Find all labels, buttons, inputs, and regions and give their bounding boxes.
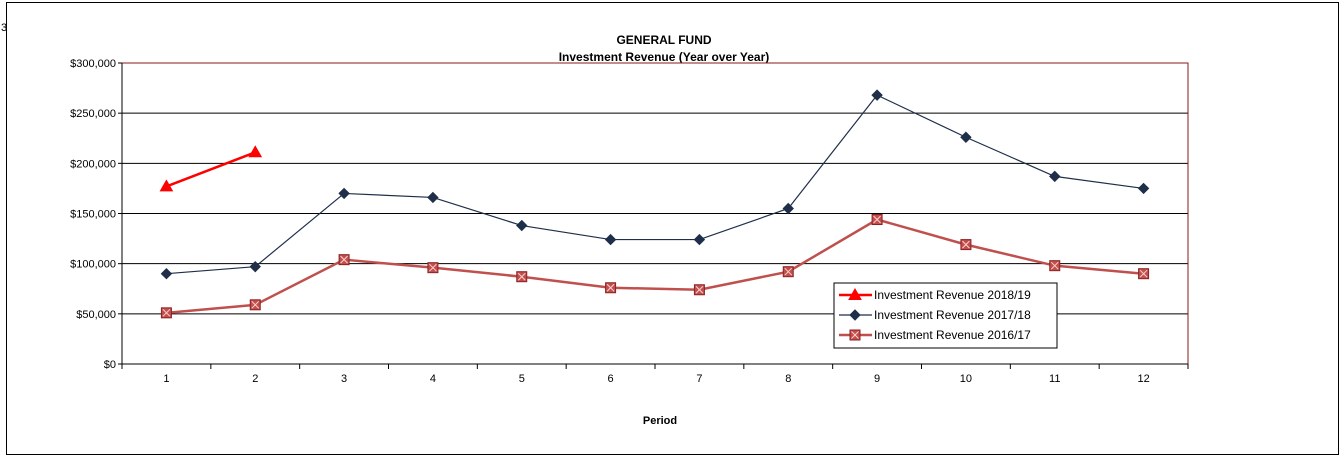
marker-x-stroke: [851, 331, 859, 339]
legend-label: Investment Revenue 2018/19: [874, 288, 1031, 302]
data-point: [871, 89, 883, 101]
chart-title: GENERAL FUND: [616, 33, 711, 47]
data-point: [604, 233, 617, 246]
corner-mark: 3: [1, 22, 8, 34]
series-layer: [159, 89, 1150, 319]
x-tick-label: 11: [1049, 373, 1060, 385]
data-point: [516, 271, 528, 283]
data-point: [848, 287, 862, 300]
marker-x-stroke: [429, 263, 437, 272]
marker-x-stroke: [606, 283, 615, 292]
data-point: [871, 214, 883, 226]
data-point: [249, 260, 261, 273]
x-tick-label: 5: [519, 373, 525, 385]
series-201718: [160, 89, 1150, 280]
data-point: [1049, 170, 1061, 183]
data-point: [605, 282, 617, 294]
marker-x-stroke: [1139, 269, 1148, 278]
marker-x-stroke: [962, 240, 970, 249]
data-point: [693, 233, 706, 246]
legend-item: Investment Revenue 2016/17: [839, 328, 1031, 342]
marker-x-stroke: [517, 272, 526, 281]
data-point: [248, 145, 263, 158]
legend-item: Investment Revenue 2018/19: [839, 287, 1031, 302]
data-point: [516, 219, 528, 232]
data-point: [160, 307, 172, 319]
marker-x-stroke: [873, 215, 881, 224]
y-tick-label: $150,000: [70, 209, 116, 221]
data-point: [338, 187, 350, 200]
data-point: [960, 239, 972, 251]
x-tick-label: 3: [341, 373, 347, 385]
y-tick-label: $0: [104, 359, 116, 371]
y-tick-label: $250,000: [70, 108, 116, 120]
y-tick-label: $50,000: [76, 309, 116, 321]
x-tick-label: 1: [163, 373, 169, 385]
data-point: [338, 254, 350, 266]
x-axis-label: Period: [643, 415, 677, 427]
data-point: [960, 131, 972, 143]
series-line: [166, 218, 1144, 315]
y-tick-label: $300,000: [70, 58, 116, 70]
marker-x-stroke: [695, 285, 704, 294]
x-tick-label: 2: [252, 373, 258, 385]
data-point: [1137, 182, 1150, 195]
legend-item: Investment Revenue 2017/18: [839, 308, 1031, 322]
x-tick-label: 7: [696, 373, 702, 385]
data-point: [1138, 268, 1150, 280]
x-tick-label: 4: [430, 373, 436, 385]
data-point: [249, 299, 261, 311]
data-point: [782, 266, 794, 278]
data-point: [159, 179, 174, 192]
marker-x-stroke: [162, 308, 171, 317]
legend: Investment Revenue 2018/19 Investment Rev…: [833, 282, 1058, 349]
x-tick-label: 12: [1137, 373, 1149, 385]
series-201819: [159, 145, 263, 192]
data-point: [1049, 260, 1061, 272]
data-point: [782, 202, 794, 215]
legend-label: Investment Revenue 2017/18: [874, 308, 1031, 322]
data-point: [849, 309, 861, 321]
gridlines: [122, 62, 1188, 315]
x-tick-label: 8: [785, 373, 791, 385]
marker-x-stroke: [251, 300, 260, 309]
data-point: [427, 262, 439, 274]
legend-label: Investment Revenue 2016/17: [874, 328, 1031, 342]
y-tick-label: $100,000: [70, 259, 116, 271]
marker-x-stroke: [784, 267, 793, 276]
data-point: [693, 284, 705, 296]
data-point: [160, 267, 173, 280]
chart-frame: [6, 2, 1339, 455]
series-line: [165, 151, 256, 188]
series-line: [166, 94, 1144, 275]
x-tick-label: 10: [960, 373, 972, 385]
x-tick-label: 6: [608, 373, 614, 385]
x-tick-label: 9: [874, 373, 880, 385]
axes: $0 $50,000 $100,000 $150,000 $200,000 $250,00…: [70, 58, 1189, 385]
y-tick-label: $200,000: [70, 158, 116, 170]
marker-x-stroke: [340, 255, 348, 264]
series-201617: [160, 214, 1150, 319]
data-point: [427, 191, 439, 204]
data-point: [849, 329, 861, 341]
marker-x-stroke: [1050, 261, 1059, 270]
chart-subtitle: Investment Revenue (Year over Year): [559, 50, 770, 64]
